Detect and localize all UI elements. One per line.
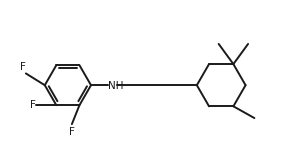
Text: F: F	[30, 100, 36, 110]
Text: NH: NH	[108, 81, 124, 92]
Text: F: F	[69, 127, 75, 138]
Text: F: F	[20, 62, 26, 72]
